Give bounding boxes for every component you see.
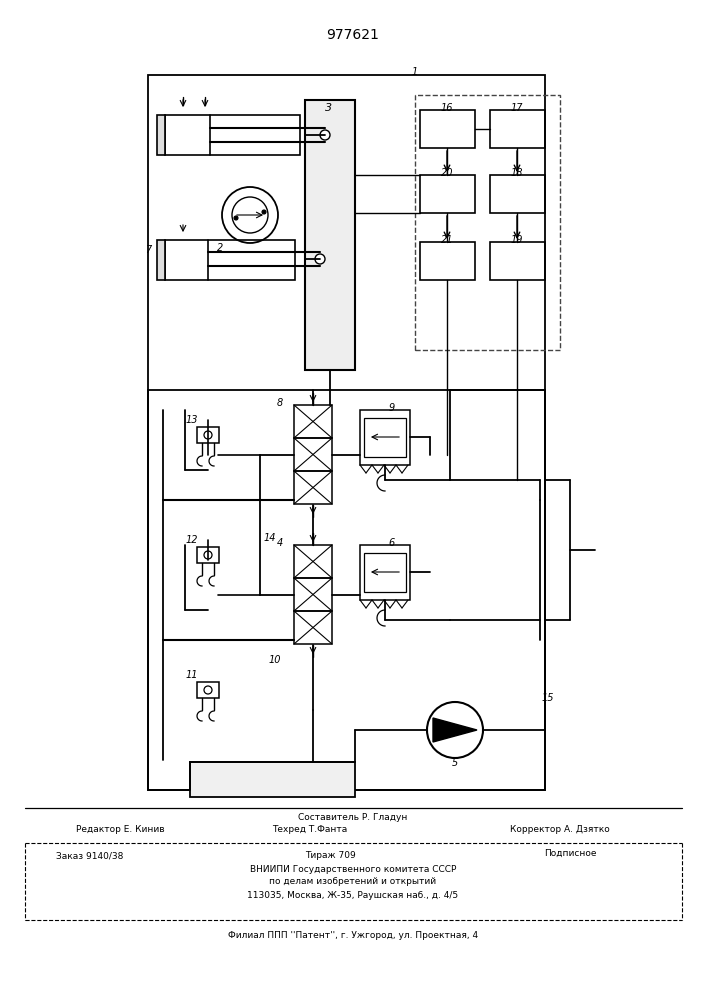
Bar <box>294 578 332 611</box>
Bar <box>490 242 545 280</box>
Text: 14: 14 <box>264 533 276 543</box>
Text: Редактор Е. Кинив: Редактор Е. Кинив <box>76 826 164 834</box>
Text: 15: 15 <box>542 693 554 703</box>
Text: 12: 12 <box>186 535 198 545</box>
Text: Составитель Р. Гладун: Составитель Р. Гладун <box>298 814 408 822</box>
Bar <box>490 175 545 213</box>
Circle shape <box>315 254 325 264</box>
Text: Техред Т.Фанта: Техред Т.Фанта <box>272 826 348 834</box>
Bar <box>420 242 475 280</box>
Text: 977621: 977621 <box>327 28 380 42</box>
Bar <box>165 240 295 280</box>
Text: 21: 21 <box>440 235 453 245</box>
Bar <box>190 762 355 797</box>
Text: 3: 3 <box>325 103 332 113</box>
Text: 2: 2 <box>217 243 223 253</box>
Circle shape <box>204 686 212 694</box>
Circle shape <box>262 210 266 214</box>
Bar <box>157 115 165 155</box>
Circle shape <box>222 187 278 243</box>
Text: 10: 10 <box>269 655 281 665</box>
Bar <box>294 471 332 504</box>
Circle shape <box>204 551 212 559</box>
Text: 11: 11 <box>186 670 198 680</box>
Circle shape <box>427 702 483 758</box>
Text: 6: 6 <box>389 538 395 548</box>
Text: Корректор А. Дзятко: Корректор А. Дзятко <box>510 826 610 834</box>
Circle shape <box>204 431 212 439</box>
Bar <box>148 75 545 790</box>
Bar <box>148 390 545 790</box>
Text: 1: 1 <box>412 67 418 77</box>
Text: по делам изобретений и открытий: по делам изобретений и открытий <box>269 878 436 886</box>
Circle shape <box>320 130 330 140</box>
Bar <box>294 438 332 471</box>
Text: 13: 13 <box>186 415 198 425</box>
Bar <box>197 682 219 698</box>
Bar <box>420 175 475 213</box>
Bar <box>490 110 545 148</box>
Bar <box>420 110 475 148</box>
Text: 7: 7 <box>145 245 151 255</box>
Text: 17: 17 <box>510 103 523 113</box>
Bar <box>197 427 219 443</box>
Bar <box>360 545 410 600</box>
Bar <box>294 611 332 644</box>
Text: 16: 16 <box>440 103 453 113</box>
Text: ВНИИПИ Государственного комитета СССР: ВНИИПИ Государственного комитета СССР <box>250 864 456 874</box>
Bar <box>294 405 332 438</box>
Bar <box>360 410 410 465</box>
Bar <box>364 553 406 592</box>
Bar <box>165 115 300 155</box>
Text: 4: 4 <box>277 538 283 548</box>
Text: Подписное: Подписное <box>544 848 596 857</box>
Bar <box>364 418 406 457</box>
Text: 113035, Москва, Ж-35, Раушская наб., д. 4/5: 113035, Москва, Ж-35, Раушская наб., д. … <box>247 890 459 900</box>
Text: Тираж 709: Тираж 709 <box>305 852 356 860</box>
Bar <box>415 95 560 350</box>
Bar <box>197 547 219 563</box>
Bar <box>294 545 332 578</box>
Circle shape <box>232 197 268 233</box>
Text: 9: 9 <box>389 403 395 413</box>
Bar <box>305 100 355 370</box>
Circle shape <box>234 216 238 220</box>
Text: Заказ 9140/38: Заказ 9140/38 <box>57 852 124 860</box>
Text: Филиал ППП ''Патент'', г. Ужгород, ул. Проектная, 4: Филиал ППП ''Патент'', г. Ужгород, ул. П… <box>228 930 478 940</box>
Text: 19: 19 <box>510 235 523 245</box>
Polygon shape <box>433 718 477 742</box>
Text: 5: 5 <box>452 758 458 768</box>
Text: 8: 8 <box>277 398 283 408</box>
Text: 18: 18 <box>510 168 523 178</box>
Text: 20: 20 <box>440 168 453 178</box>
Bar <box>157 240 165 280</box>
